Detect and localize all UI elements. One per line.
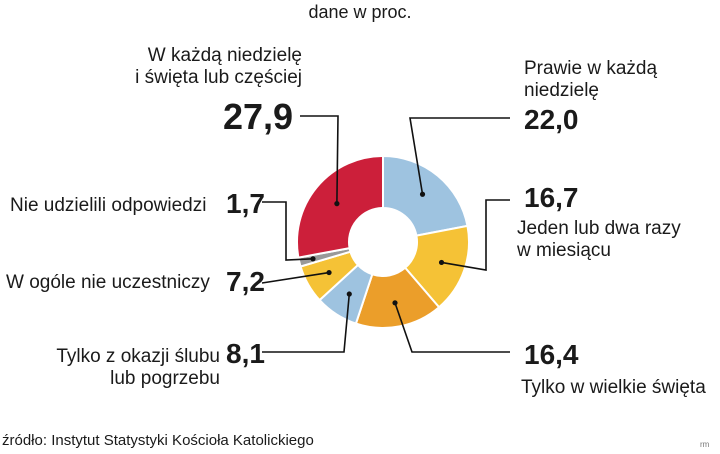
leader-line-1	[441, 199, 510, 271]
slice-label-wielkie: Tylko w wielkie święta	[521, 377, 706, 398]
leader-dot-0	[419, 191, 426, 197]
leader-line-3	[262, 293, 351, 353]
slice-value-jeden: 16,7	[524, 182, 579, 213]
leader-line-5	[262, 201, 314, 261]
slice-label-slub: Tylko z okazji ślubu lub pogrzebu	[56, 346, 220, 389]
donut-slice-6	[296, 154, 384, 259]
leader-dot-2	[392, 300, 398, 306]
leader-line-0	[409, 117, 510, 195]
leader-dot-6	[334, 201, 340, 207]
leader-dot-4	[326, 269, 332, 276]
slice-label-nie-uczestniczy: W ogóle nie uczestniczy	[6, 272, 210, 293]
slice-label-jeden: Jeden lub dwa razy w miesiącu	[517, 218, 681, 261]
slice-label-nie-udzielili: Nie udzielili odpowiedzi	[10, 195, 207, 216]
leader-line-6	[300, 115, 339, 204]
slice-label-kazda: W każdą niedzielę i święta lub częściej	[135, 45, 302, 88]
leader-dot-1	[438, 259, 445, 266]
slice-value-kazda: 27,9	[223, 96, 294, 137]
slice-value-slub: 8,1	[226, 338, 265, 369]
leader-dot-5	[310, 256, 316, 262]
leader-line-4	[261, 271, 330, 284]
slice-value-wielkie: 16,4	[524, 339, 579, 370]
donut-slice-0	[382, 154, 469, 237]
slice-label-prawie: Prawie w każdą niedzielę	[524, 58, 658, 101]
source-note: źródło: Instytut Statystyki Kościoła Kat…	[2, 432, 314, 449]
author-credit: rm	[700, 440, 710, 449]
slice-value-prawie: 22,0	[524, 104, 579, 135]
slice-value-nie-udzielili: 1,7	[226, 188, 265, 219]
slice-value-nie-uczestniczy: 7,2	[226, 266, 265, 297]
leader-dot-3	[346, 291, 352, 297]
leader-line-2	[394, 302, 510, 353]
chart-subtitle: dane w proc.	[308, 2, 412, 22]
